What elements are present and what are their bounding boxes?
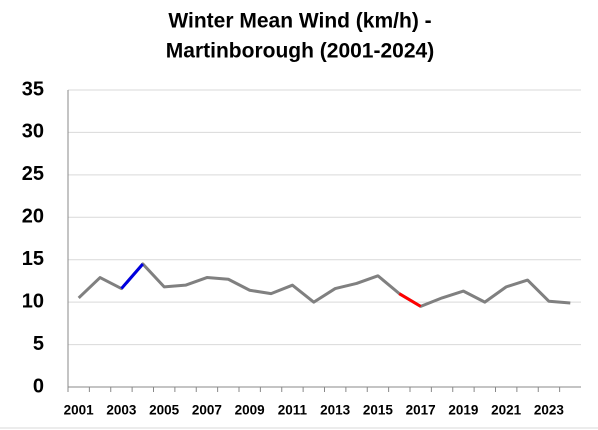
x-tick-label: 2011 [278,403,308,418]
y-tick-label: 35 [22,78,44,100]
x-tick-label: 2005 [149,403,180,418]
y-tick-label: 30 [22,121,44,143]
x-tick-label: 2003 [106,403,137,418]
x-tick-label: 2021 [491,403,522,418]
y-tick-label: 15 [22,248,44,270]
y-tick-label: 10 [22,290,44,312]
x-tick-label: 2007 [192,403,222,418]
chart-title: Martinborough (2001-2024) [166,40,434,63]
series-line [120,262,144,290]
chart-title: Winter Mean Wind (km/h) - [168,10,431,33]
y-tick-label: 5 [33,333,44,355]
y-tick-label: 20 [22,206,44,228]
x-tick-label: 2015 [363,403,394,418]
series-line [398,292,422,308]
y-tick-label: 25 [22,163,44,185]
x-tick-label: 2023 [534,403,565,418]
y-tick-label: 0 [33,375,44,397]
x-tick-label: 2013 [320,403,351,418]
x-tick-label: 2001 [64,403,95,418]
x-tick-label: 2017 [406,403,436,418]
x-tick-label: 2009 [235,403,265,418]
x-tick-label: 2019 [448,403,478,418]
series-line [77,262,571,308]
